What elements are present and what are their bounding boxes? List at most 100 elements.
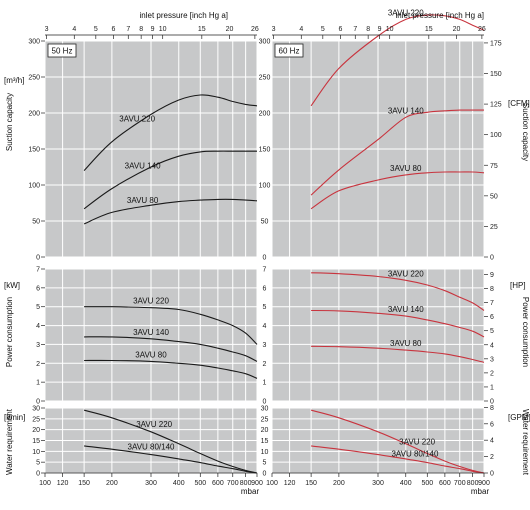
left-tick-power-1: 1 <box>36 380 40 387</box>
series-label-water-50-3avu-220: 3AVU 220 <box>136 420 172 429</box>
mid-tick-suction-300: 300 <box>259 39 271 46</box>
top-axis-title-right: inlet pressure [inch Hg a] <box>396 11 485 20</box>
power-right-label: Power consumption <box>521 297 530 367</box>
left-tick-power-4: 4 <box>36 323 40 330</box>
bottom-tick-c50-700: 700 <box>227 480 239 487</box>
left-tick-power-3: 3 <box>36 342 40 349</box>
bottom-tick-c60-500: 500 <box>421 480 433 487</box>
curve-power-50-3avu-220 <box>84 306 258 345</box>
curve-suction-50-3avu-220 <box>83 94 258 171</box>
power-left-label: Power consumption <box>5 297 14 367</box>
top-tick-c50-20: 20 <box>226 26 234 33</box>
right-tick-water-2: 2 <box>490 454 494 461</box>
mid-tick-water-30: 30 <box>261 406 269 413</box>
right-tick-water-4: 4 <box>490 438 494 445</box>
right-tick-power-7: 7 <box>490 300 494 307</box>
top-tick-c60-15: 15 <box>425 26 433 33</box>
mid-tick-water-0: 0 <box>263 471 267 478</box>
bottom-tick-c60-150: 150 <box>305 480 317 487</box>
top-tick-c50-6: 6 <box>111 26 115 33</box>
bottom-tick-c50-600: 600 <box>212 480 224 487</box>
left-tick-water-5: 5 <box>36 460 40 467</box>
right-tick-suction-100: 100 <box>490 132 502 139</box>
suction-left-unit: [m³/h] <box>4 76 24 85</box>
curve-suction-60-3avu-80 <box>310 171 485 210</box>
left-tick-water-30: 30 <box>32 406 40 413</box>
series-label-water-60-3avu-80-140: 3AVU 80/140 <box>391 449 439 458</box>
mid-tick-suction-50: 50 <box>261 219 269 226</box>
power-left-unit: [kW] <box>4 281 20 290</box>
bottom-tick-c50-400: 400 <box>173 480 185 487</box>
left-tick-power-2: 2 <box>36 361 40 368</box>
right-tick-power-0: 0 <box>490 399 494 406</box>
series-label-power-60-3avu-220: 3AVU 220 <box>388 269 424 278</box>
bottom-tick-c60-200: 200 <box>333 480 345 487</box>
curve-water-60-3avu-220 <box>310 409 485 474</box>
left-tick-power-5: 5 <box>36 304 40 311</box>
freq-label-50: 50 Hz <box>52 47 73 56</box>
bottom-tick-c50-200: 200 <box>106 480 118 487</box>
mid-tick-power-6: 6 <box>263 285 267 292</box>
left-tick-suction-200: 200 <box>28 111 40 118</box>
top-tick-c50-4: 4 <box>72 26 76 33</box>
top-tick-c60-4: 4 <box>299 26 303 33</box>
top-tick-c60-9: 9 <box>378 26 382 33</box>
bottom-tick-c50-900: 900 <box>251 480 263 487</box>
top-tick-c60-10: 10 <box>386 26 394 33</box>
bottom-tick-c50-150: 150 <box>78 480 90 487</box>
curve-water-50-3avu-220 <box>83 409 258 474</box>
left-tick-power-7: 7 <box>36 267 40 274</box>
curve-water-50-3avu-80-140 <box>84 445 258 474</box>
right-tick-water-6: 6 <box>490 421 494 428</box>
left-tick-suction-250: 250 <box>28 75 40 82</box>
right-tick-water-8: 8 <box>490 405 494 412</box>
left-tick-power-6: 6 <box>36 285 40 292</box>
right-tick-suction-125: 125 <box>490 102 502 109</box>
mid-tick-water-5: 5 <box>263 460 267 467</box>
mid-tick-suction-250: 250 <box>259 75 271 82</box>
left-tick-suction-50: 50 <box>32 219 40 226</box>
bottom-tick-c50-100: 100 <box>39 480 51 487</box>
top-tick-c60-6: 6 <box>338 26 342 33</box>
series-label-suction-50-3avu-80: 3AVU 80 <box>127 196 159 205</box>
freq-badge-50: 50 Hz <box>47 43 77 58</box>
curve-suction-60-3avu-220 <box>310 14 485 107</box>
water-left-label: Water requirement <box>5 408 14 475</box>
suction-right-unit: [CFM] <box>508 99 530 108</box>
series-label-suction-60-3avu-80: 3AVU 80 <box>390 164 422 173</box>
series-label-suction-60-3avu-220: 3AVU 220 <box>388 8 424 17</box>
curve-water-60-3avu-80-140 <box>311 445 485 474</box>
curve-power-60-3avu-220 <box>311 272 485 311</box>
left-tick-suction-100: 100 <box>28 183 40 190</box>
right-tick-power-2: 2 <box>490 370 494 377</box>
suction-right-label: Suction capacity <box>521 103 530 161</box>
top-tick-c50-3: 3 <box>45 26 49 33</box>
left-tick-suction-0: 0 <box>36 255 40 262</box>
bottom-tick-c50-300: 300 <box>145 480 157 487</box>
suction-left-label: Suction capacity <box>5 93 14 151</box>
bottom-tick-c60-700: 700 <box>454 480 466 487</box>
curve-power-50-3avu-140 <box>84 336 258 362</box>
top-axis-title-left: inlet pressure [inch Hg a] <box>140 11 229 20</box>
bottom-tick-c60-300: 300 <box>372 480 384 487</box>
mid-tick-water-25: 25 <box>261 416 269 423</box>
bottom-tick-c50-500: 500 <box>194 480 206 487</box>
bottom-tick-c60-100: 100 <box>266 480 278 487</box>
left-tick-suction-300: 300 <box>28 39 40 46</box>
chart-curves: 3AVU 220 3AVU 140 3AVU 80 3AVU 220 3AVU 140 3… <box>83 8 485 474</box>
left-tick-power-0: 0 <box>36 399 40 406</box>
left-tick-water-20: 20 <box>32 427 40 434</box>
top-tick-c50-5: 5 <box>94 26 98 33</box>
series-label-power-60-3avu-80: 3AVU 80 <box>390 339 422 348</box>
right-tick-suction-0: 0 <box>490 255 494 262</box>
top-tick-c50-26: 26 <box>251 26 259 33</box>
series-label-water-60-3avu-220: 3AVU 220 <box>399 438 435 447</box>
left-tick-water-10: 10 <box>32 449 40 456</box>
bottom-tick-c60-600: 600 <box>439 480 451 487</box>
right-tick-suction-175: 175 <box>490 40 502 47</box>
water-left-unit: [l/min] <box>4 413 25 422</box>
top-tick-c60-7: 7 <box>353 26 357 33</box>
left-tick-water-15: 15 <box>32 438 40 445</box>
top-tick-c60-5: 5 <box>321 26 325 33</box>
